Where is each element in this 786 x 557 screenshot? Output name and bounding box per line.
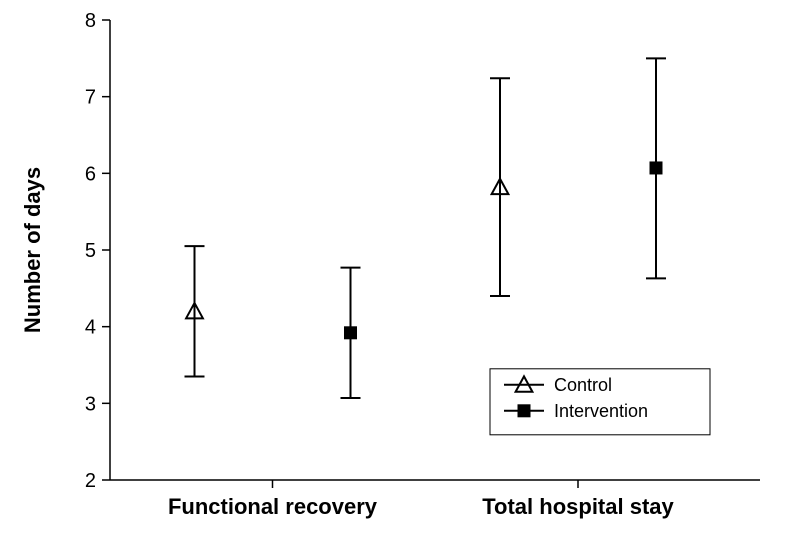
- x-category-label: Total hospital stay: [482, 494, 674, 519]
- y-tick-label: 5: [85, 240, 96, 262]
- y-tick-label: 2: [85, 470, 96, 492]
- x-category-label: Functional recovery: [168, 494, 378, 519]
- chart-container: 2 3 4 5 6 7 8 Number of days Functional recovery…: [0, 0, 786, 557]
- marker-square: [518, 405, 530, 417]
- legend-label: Intervention: [554, 401, 648, 421]
- y-tick-label: 8: [85, 10, 96, 32]
- y-tick-label: 7: [85, 87, 96, 109]
- y-axis-label: Number of days: [20, 167, 45, 333]
- y-tick-label: 4: [85, 317, 96, 339]
- marker-square: [345, 327, 357, 339]
- legend-label: Control: [554, 375, 612, 395]
- y-tick-label: 6: [85, 163, 96, 185]
- error-bar-chart: 2 3 4 5 6 7 8 Number of days Functional recovery…: [0, 0, 786, 557]
- marker-square: [650, 162, 662, 174]
- y-tick-label: 3: [85, 393, 96, 415]
